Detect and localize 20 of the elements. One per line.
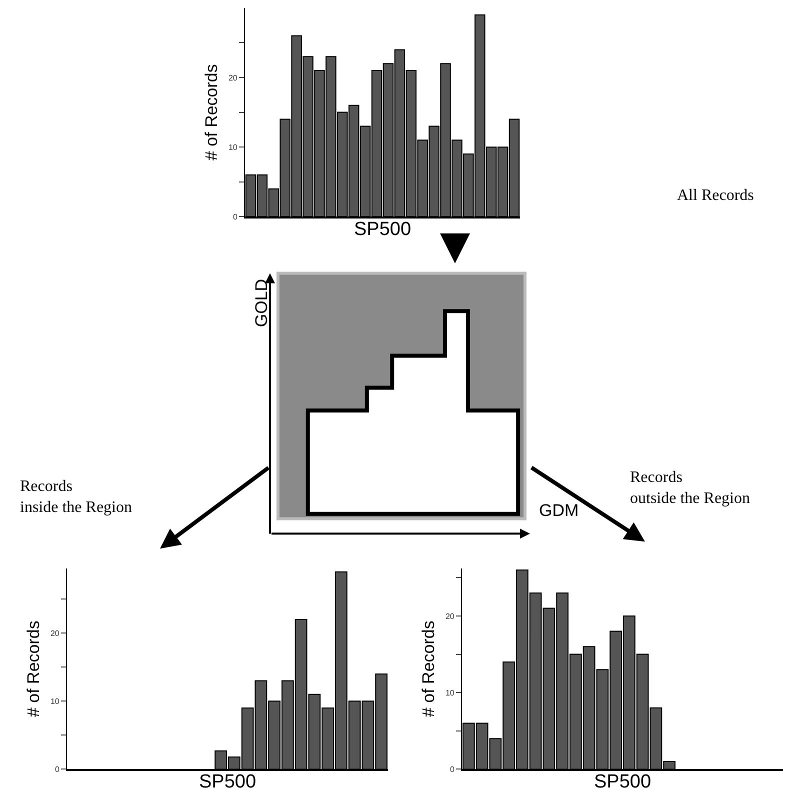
y-tick-label: 20 xyxy=(445,612,455,621)
y-axis-title: # of Records xyxy=(419,620,438,718)
y-tick-label: 0 xyxy=(54,765,60,774)
text: All Records xyxy=(677,187,754,204)
y-tick-label: 20 xyxy=(228,73,238,82)
y-tick-label: 0 xyxy=(232,212,238,222)
y-tick-label: 20 xyxy=(50,628,60,638)
x-axis-title: SP500 xyxy=(594,772,652,793)
y-tick-label: 10 xyxy=(50,696,60,706)
y-tick-label: 10 xyxy=(228,142,238,152)
y-tick-label: 10 xyxy=(445,688,455,698)
text: Records inside the Region xyxy=(20,478,132,516)
text: GDM xyxy=(539,501,579,520)
x-axis-title: SP500 xyxy=(198,772,256,793)
x-axis-title: SP500 xyxy=(354,218,412,240)
text: GOLD xyxy=(252,278,271,328)
y-axis-title: # of Records xyxy=(24,620,44,718)
y-tick-label: 0 xyxy=(450,765,455,774)
text: Records outside the Region xyxy=(630,469,750,507)
y-axis-title: # of Records xyxy=(202,64,222,160)
